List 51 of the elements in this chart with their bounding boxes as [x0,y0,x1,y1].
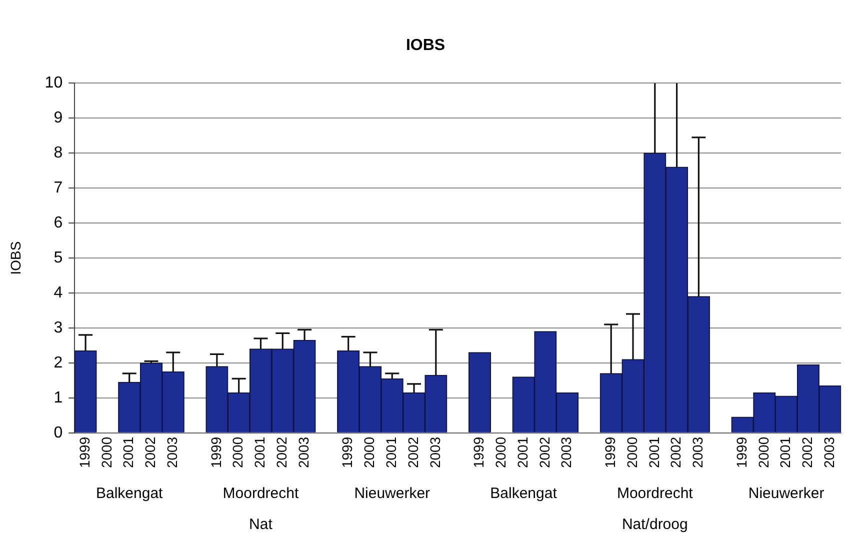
y-tick-label: 4 [54,284,63,302]
x-tick-label: 2003 [295,436,312,468]
y-tick-label: 3 [54,319,63,336]
y-tick-label: 8 [54,144,63,162]
x-tick-label: 2001 [777,436,794,468]
x-tick-label: 2000 [755,436,772,468]
x-tick-label: 2000 [98,436,114,468]
x-tick-label: 2002 [668,436,684,468]
x-tick-label: 2000 [624,436,640,468]
x-tick-label: 1999 [339,436,356,468]
x-tick-label: 2001 [252,436,268,468]
x-tick-label: 2003 [690,436,706,468]
y-tick-label: 1 [54,389,63,406]
x-tick-label: 2002 [273,436,290,468]
x-tick-label: 1999 [76,436,92,468]
x-tick-label: 2003 [426,436,443,468]
x-tick-label: 2002 [142,436,158,468]
x-tick-label: 2001 [514,436,530,468]
y-tick-label: 5 [54,249,63,266]
text: Nat/droog [622,516,688,534]
x-tick-label: 2003 [164,436,180,468]
x-tick-label: 2003 [820,436,837,468]
x-tick-label: 2002 [536,436,552,468]
x-tick-label: 2003 [558,436,574,468]
y-tick-label: 2 [54,354,63,372]
x-tick-label: 2000 [230,436,246,468]
text: Moordrecht [616,485,694,502]
y-tick-label: 7 [54,180,63,197]
x-tick-label: 2002 [799,436,816,468]
x-tick-label: 1999 [733,436,750,468]
y-axis-title: IOBS [7,241,24,275]
x-tick-label: 1999 [470,436,487,468]
text: Moordrecht [222,485,300,502]
y-tick-label: 9 [54,110,63,127]
text: Nieuwerker [748,485,824,502]
y-tick-label: 0 [54,424,63,442]
x-tick-label: 2000 [361,436,378,468]
x-tick-label: 2000 [492,436,508,468]
text: Nieuwerker [354,485,430,502]
text: Nat [249,516,274,534]
x-tick-label: 2001 [120,436,136,468]
x-tick-label: 1999 [602,436,618,468]
x-tick-label: 2002 [404,436,421,468]
text: Balkengat [96,485,164,502]
y-tick-label: 10 [44,74,63,92]
chart-title: IOBS [406,37,446,54]
y-tick-label: 6 [54,214,63,232]
x-tick-label: 1999 [208,436,224,468]
x-tick-label: 2001 [382,436,399,468]
x-tick-label: 2001 [646,436,662,468]
text: Balkengat [490,485,558,502]
